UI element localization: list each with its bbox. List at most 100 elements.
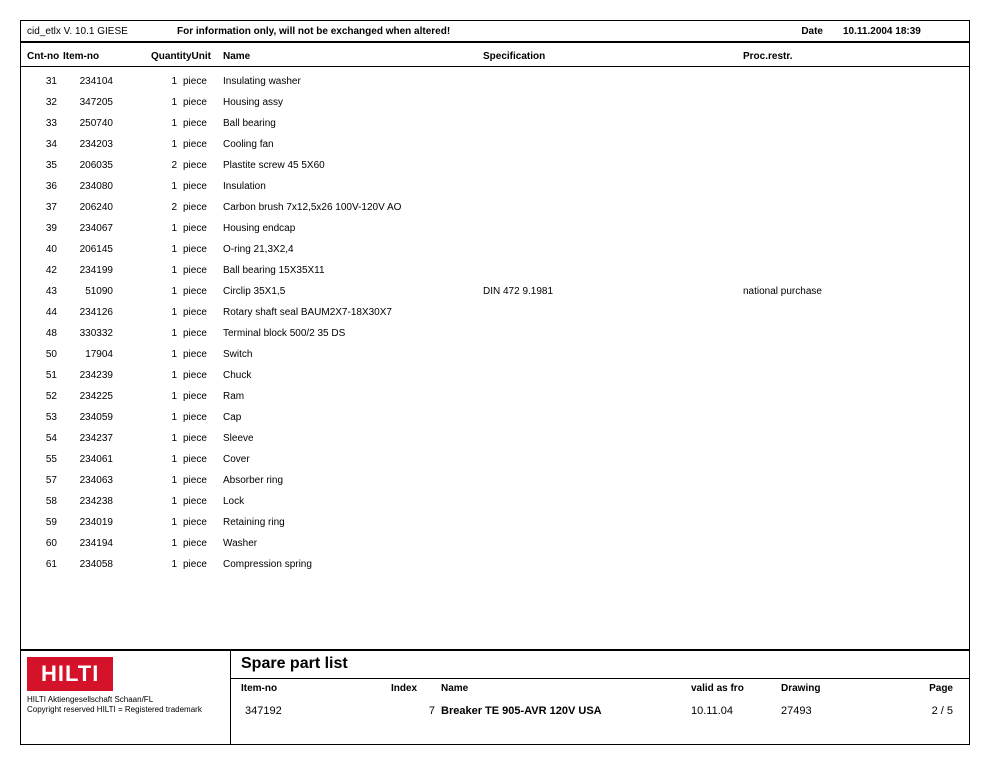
cell-cnt: 36 — [27, 181, 63, 192]
document-page: cid_etlx V. 10.1 GIESE For information o… — [20, 20, 970, 745]
footer-value-name: Breaker TE 905-AVR 120V USA — [441, 705, 691, 717]
cell-qty: 1 — [133, 265, 183, 276]
table-row: 323472051pieceHousing assy — [27, 92, 963, 113]
cell-qty: 1 — [133, 517, 183, 528]
cell-cnt: 31 — [27, 76, 63, 87]
cell-name: Cap — [223, 412, 483, 423]
header-spec: Specification — [483, 51, 743, 62]
cell-unit: piece — [183, 76, 223, 87]
cell-unit: piece — [183, 223, 223, 234]
cell-cnt: 57 — [27, 475, 63, 486]
cell-name: Insulation — [223, 181, 483, 192]
table-row: 342342031pieceCooling fan — [27, 134, 963, 155]
cell-unit: piece — [183, 244, 223, 255]
cell-qty: 1 — [133, 307, 183, 318]
table-row: 582342381pieceLock — [27, 491, 963, 512]
cell-item: 234059 — [63, 412, 133, 423]
table-row: 422341991pieceBall bearing 15X35X11 — [27, 260, 963, 281]
cell-qty: 1 — [133, 223, 183, 234]
cell-cnt: 33 — [27, 118, 63, 129]
table-row: 572340631pieceAbsorber ring — [27, 470, 963, 491]
table-row: 442341261pieceRotary shaft seal BAUM2X7-… — [27, 302, 963, 323]
data-rows: 312341041pieceInsulating washer323472051… — [21, 67, 969, 575]
footer: HILTI HILTI Aktiengesellschaft Schaan/FL… — [21, 649, 969, 744]
cell-item: 330332 — [63, 328, 133, 339]
table-row: 372062402pieceCarbon brush 7x12,5x26 100… — [27, 197, 963, 218]
table-row: 43510901pieceCirclip 35X1,5DIN 472 9.198… — [27, 281, 963, 302]
cell-name: Plastite screw 45 5X60 — [223, 160, 483, 171]
cell-cnt: 40 — [27, 244, 63, 255]
cell-qty: 1 — [133, 97, 183, 108]
cell-name: Housing endcap — [223, 223, 483, 234]
cell-name: Ram — [223, 391, 483, 402]
cell-qty: 1 — [133, 244, 183, 255]
cell-qty: 1 — [133, 349, 183, 360]
cell-cnt: 58 — [27, 496, 63, 507]
cell-item: 234238 — [63, 496, 133, 507]
cell-name: Rotary shaft seal BAUM2X7-18X30X7 — [223, 307, 483, 318]
cell-qty: 1 — [133, 496, 183, 507]
cell-cnt: 34 — [27, 139, 63, 150]
cell-unit: piece — [183, 202, 223, 213]
footer-left: HILTI HILTI Aktiengesellschaft Schaan/FL… — [21, 651, 231, 744]
footer-value-index: 7 — [391, 705, 441, 717]
cell-cnt: 32 — [27, 97, 63, 108]
table-row: 402061451pieceO-ring 21,3X2,4 — [27, 239, 963, 260]
cell-qty: 1 — [133, 412, 183, 423]
cell-item: 51090 — [63, 286, 133, 297]
cell-qty: 1 — [133, 181, 183, 192]
footer-label-index: Index — [391, 683, 441, 701]
cell-unit: piece — [183, 496, 223, 507]
cell-item: 206035 — [63, 160, 133, 171]
cell-unit: piece — [183, 517, 223, 528]
cell-name: Cover — [223, 454, 483, 465]
cell-name: Circlip 35X1,5 — [223, 286, 483, 297]
cell-qty: 1 — [133, 538, 183, 549]
cell-name: Insulating washer — [223, 76, 483, 87]
cell-cnt: 42 — [27, 265, 63, 276]
cell-qty: 2 — [133, 202, 183, 213]
cell-qty: 1 — [133, 391, 183, 402]
cell-item: 347205 — [63, 97, 133, 108]
cell-item: 234104 — [63, 76, 133, 87]
cell-cnt: 54 — [27, 433, 63, 444]
footer-value-item: 347192 — [241, 705, 391, 717]
table-row: 312341041pieceInsulating washer — [27, 71, 963, 92]
cell-item: 234061 — [63, 454, 133, 465]
cell-item: 234067 — [63, 223, 133, 234]
table-row: 522342251pieceRam — [27, 386, 963, 407]
cell-name: Terminal block 500/2 35 DS — [223, 328, 483, 339]
column-headers: Cnt-no Item-no QuantityUnit Name Specifi… — [21, 47, 969, 67]
cell-cnt: 59 — [27, 517, 63, 528]
cell-unit: piece — [183, 328, 223, 339]
cell-qty: 1 — [133, 286, 183, 297]
version-text: cid_etlx V. 10.1 GIESE — [27, 26, 177, 37]
cell-item: 234019 — [63, 517, 133, 528]
table-row: 532340591pieceCap — [27, 407, 963, 428]
cell-unit: piece — [183, 139, 223, 150]
cell-cnt: 35 — [27, 160, 63, 171]
cell-item: 234237 — [63, 433, 133, 444]
footer-label-valid: valid as fro — [691, 683, 781, 701]
company-name: HILTI Aktiengesellschaft Schaan/FL — [27, 695, 224, 705]
cell-cnt: 50 — [27, 349, 63, 360]
footer-value-drawing: 27493 — [781, 705, 871, 717]
cell-item: 234239 — [63, 370, 133, 381]
cell-cnt: 52 — [27, 391, 63, 402]
table-row: 512342391pieceChuck — [27, 365, 963, 386]
table-row: 552340611pieceCover — [27, 449, 963, 470]
cell-unit: piece — [183, 265, 223, 276]
cell-unit: piece — [183, 391, 223, 402]
cell-spec: DIN 472 9.1981 — [483, 286, 743, 297]
cell-unit: piece — [183, 370, 223, 381]
cell-cnt: 37 — [27, 202, 63, 213]
cell-name: Compression spring — [223, 559, 483, 570]
table-row: 612340581pieceCompression spring — [27, 554, 963, 575]
cell-name: Washer — [223, 538, 483, 549]
footer-right: Spare part list Item-no Index Name valid… — [231, 651, 969, 744]
cell-item: 234063 — [63, 475, 133, 486]
table-row: 352060352piecePlastite screw 45 5X60 — [27, 155, 963, 176]
table-row: 362340801pieceInsulation — [27, 176, 963, 197]
cell-name: O-ring 21,3X2,4 — [223, 244, 483, 255]
cell-qty: 1 — [133, 328, 183, 339]
